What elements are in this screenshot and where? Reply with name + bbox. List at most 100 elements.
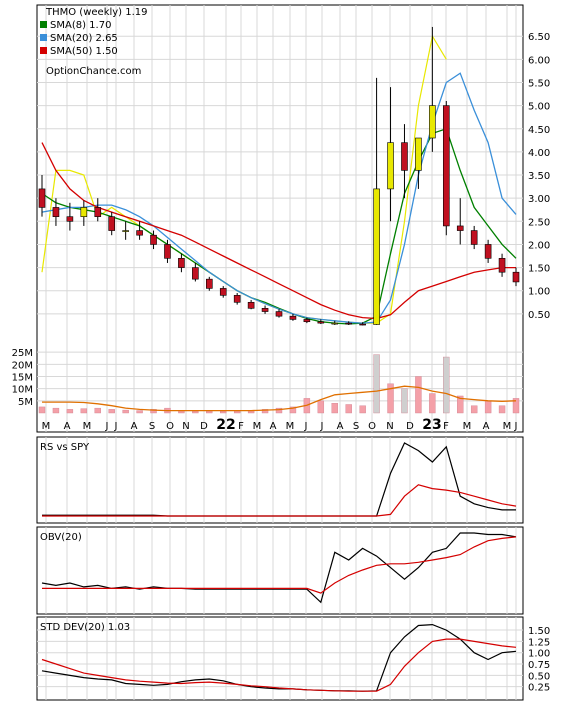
- x-axis-tick: A: [64, 421, 71, 432]
- stddev-panel-frame: [36, 616, 524, 701]
- candle-body: [275, 311, 283, 317]
- candle-body: [108, 216, 116, 231]
- stddev-y-tick: 1.50: [528, 626, 550, 637]
- candle-body: [415, 137, 422, 171]
- volume-bar: [289, 406, 297, 414]
- obv-panel-title: OBV(20): [40, 532, 82, 543]
- volume-bar: [233, 410, 241, 414]
- x-axis-tick: J: [105, 421, 109, 432]
- stddev-panel-title: STD DEV(20) 1.03: [40, 622, 130, 633]
- price-y-tick: 3.00: [528, 194, 550, 205]
- candle-body: [52, 207, 60, 217]
- price-y-tick: 2.00: [528, 240, 550, 251]
- volume-bar: [470, 405, 478, 414]
- volume-bar: [220, 411, 227, 414]
- candle-body: [122, 230, 129, 232]
- price-y-tick: 5.50: [528, 78, 550, 89]
- volume-bar: [484, 400, 492, 414]
- x-axis-tick: A: [131, 421, 138, 432]
- volume-bar: [317, 400, 325, 414]
- volume-y-tick: 20M: [12, 360, 33, 371]
- legend-label: SMA(8) 1.70: [50, 20, 111, 31]
- candle-body: [317, 321, 325, 324]
- volume-bar: [415, 376, 422, 414]
- volume-bar: [150, 409, 157, 414]
- rs-average-line: [42, 484, 517, 517]
- stddev-y-tick: 0.75: [528, 660, 550, 671]
- sma-8-series-line: [41, 127, 517, 325]
- volume-bar: [359, 405, 366, 414]
- stddev-line: [41, 623, 517, 692]
- price-y-tick: 5.00: [528, 102, 550, 113]
- obv-average-line: [42, 536, 517, 594]
- stddev-y-tick: 1.25: [528, 637, 550, 648]
- candle-body: [150, 234, 157, 245]
- rs-line: [42, 442, 516, 517]
- x-axis-tick: N: [386, 421, 393, 432]
- candle-body: [442, 105, 450, 227]
- volume-bar: [192, 410, 199, 414]
- candle-body: [401, 142, 408, 171]
- x-axis-tick: M: [83, 421, 92, 432]
- x-axis-tick: O: [166, 421, 174, 432]
- obv-panel-frame: [36, 526, 524, 615]
- price-y-tick: 4.50: [528, 125, 550, 136]
- volume-bar: [66, 409, 74, 414]
- candle-body: [456, 225, 464, 231]
- volume-y-tick: 25M: [12, 348, 33, 359]
- x-axis-tick: J: [114, 421, 118, 432]
- volume-y-tick: 15M: [12, 373, 33, 384]
- x-axis-tick: A: [483, 421, 490, 432]
- candle-body: [498, 258, 506, 273]
- x-axis-tick: A: [337, 421, 344, 432]
- volume-bar: [206, 410, 213, 414]
- price-y-tick: 4.00: [528, 148, 550, 159]
- candle-body: [38, 188, 46, 208]
- volume-y-tick: 5M: [18, 397, 33, 408]
- rs-panel-frame: [36, 436, 524, 524]
- volume-bar: [52, 407, 60, 414]
- candle-body: [205, 278, 213, 289]
- volume-bar: [136, 410, 143, 414]
- candle-body: [512, 271, 520, 283]
- stddev-y-tick: 1.00: [528, 649, 550, 660]
- price-y-tick: 6.50: [528, 32, 550, 43]
- volume-bar: [457, 395, 464, 414]
- price-y-tick: 3.50: [528, 171, 550, 182]
- candle-body: [373, 188, 380, 325]
- x-axis-tick: D: [406, 421, 414, 432]
- volume-bar: [373, 354, 380, 414]
- volume-y-tick: 10M: [12, 385, 33, 396]
- candle-body: [470, 230, 478, 245]
- candle-body: [345, 322, 353, 325]
- candle-body: [359, 323, 366, 326]
- volume-bar: [387, 383, 394, 414]
- candle-body: [80, 207, 88, 217]
- x-axis-tick: D: [200, 421, 208, 432]
- x-axis-tick: O: [368, 421, 376, 432]
- candle-body: [261, 308, 269, 312]
- candle-body: [192, 267, 199, 280]
- x-axis-tick: M: [503, 421, 512, 432]
- candle-body: [219, 288, 227, 296]
- price-y-tick: 6.00: [528, 55, 550, 66]
- legend-swatch: [40, 47, 47, 54]
- candle-body: [429, 105, 436, 139]
- price-y-tick: 2.50: [528, 217, 550, 228]
- legend-swatch: [40, 21, 47, 28]
- volume-bar: [261, 409, 269, 414]
- candle-body: [247, 301, 255, 309]
- stddev-average-line: [41, 638, 517, 692]
- yellow-band-line: [41, 34, 447, 324]
- legend-label: SMA(20) 2.65: [50, 33, 118, 44]
- volume-bar: [122, 409, 129, 414]
- volume-bar: [331, 403, 338, 414]
- candle-body: [136, 230, 143, 236]
- candle-body: [164, 244, 171, 259]
- rs-panel-title: RS vs SPY: [40, 442, 90, 453]
- volume-bar: [108, 409, 115, 414]
- volume-bar: [275, 407, 283, 414]
- volume-bar: [498, 405, 506, 414]
- volume-bar: [512, 398, 520, 414]
- x-axis-tick: A: [270, 421, 277, 432]
